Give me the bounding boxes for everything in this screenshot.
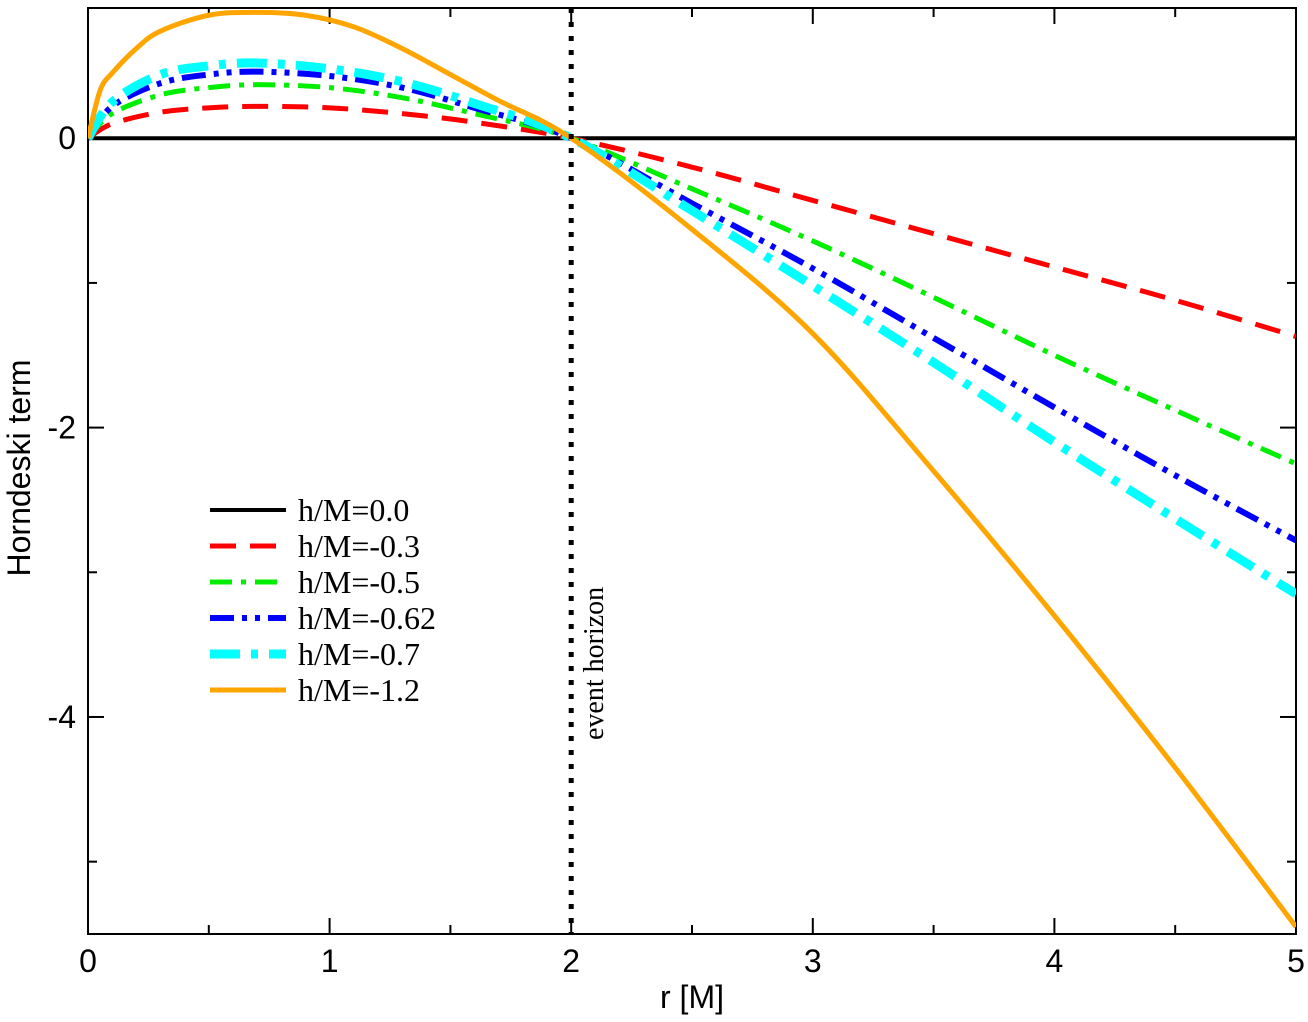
y-tick-labels: 0 -2 -4 xyxy=(48,120,76,735)
y-tick-label: 0 xyxy=(58,120,76,156)
x-axis-title: r [M] xyxy=(660,979,724,1015)
legend: h/M=0.0h/M=-0.3h/M=-0.5h/M=-0.62h/M=-0.7… xyxy=(210,492,436,708)
legend-label: h/M=-0.5 xyxy=(298,564,420,600)
series-line-hm-0.3 xyxy=(88,103,1296,339)
y-axis-title: Horndeski term xyxy=(1,360,37,577)
legend-label: h/M=-0.7 xyxy=(298,636,420,672)
y-tick-label: -2 xyxy=(48,410,76,446)
series-line-hm-0.5 xyxy=(88,82,1296,467)
legend-label: h/M=-0.62 xyxy=(298,600,436,636)
x-tick-label: 5 xyxy=(1287,943,1305,979)
series-line-hm-0.62 xyxy=(88,68,1296,544)
x-tick-label: 0 xyxy=(79,943,97,979)
series-line-hm-0.7 xyxy=(88,58,1296,598)
legend-label: h/M=0.0 xyxy=(298,492,409,528)
series-line-hm-1.2 xyxy=(88,9,1296,929)
x-tick-label: 4 xyxy=(1046,943,1064,979)
y-tick-label: -4 xyxy=(48,699,76,735)
plot-frame xyxy=(87,7,1297,935)
x-tick-labels: 0 1 2 3 4 5 xyxy=(79,943,1305,979)
axis-ticks xyxy=(87,8,1297,934)
event-horizon-label: event horizon xyxy=(579,587,610,740)
x-tick-label: 1 xyxy=(321,943,339,979)
legend-label: h/M=-0.3 xyxy=(298,528,420,564)
x-tick-label: 2 xyxy=(562,943,580,979)
x-tick-label: 3 xyxy=(804,943,822,979)
series-layer xyxy=(88,9,1296,929)
legend-label: h/M=-1.2 xyxy=(298,672,420,708)
